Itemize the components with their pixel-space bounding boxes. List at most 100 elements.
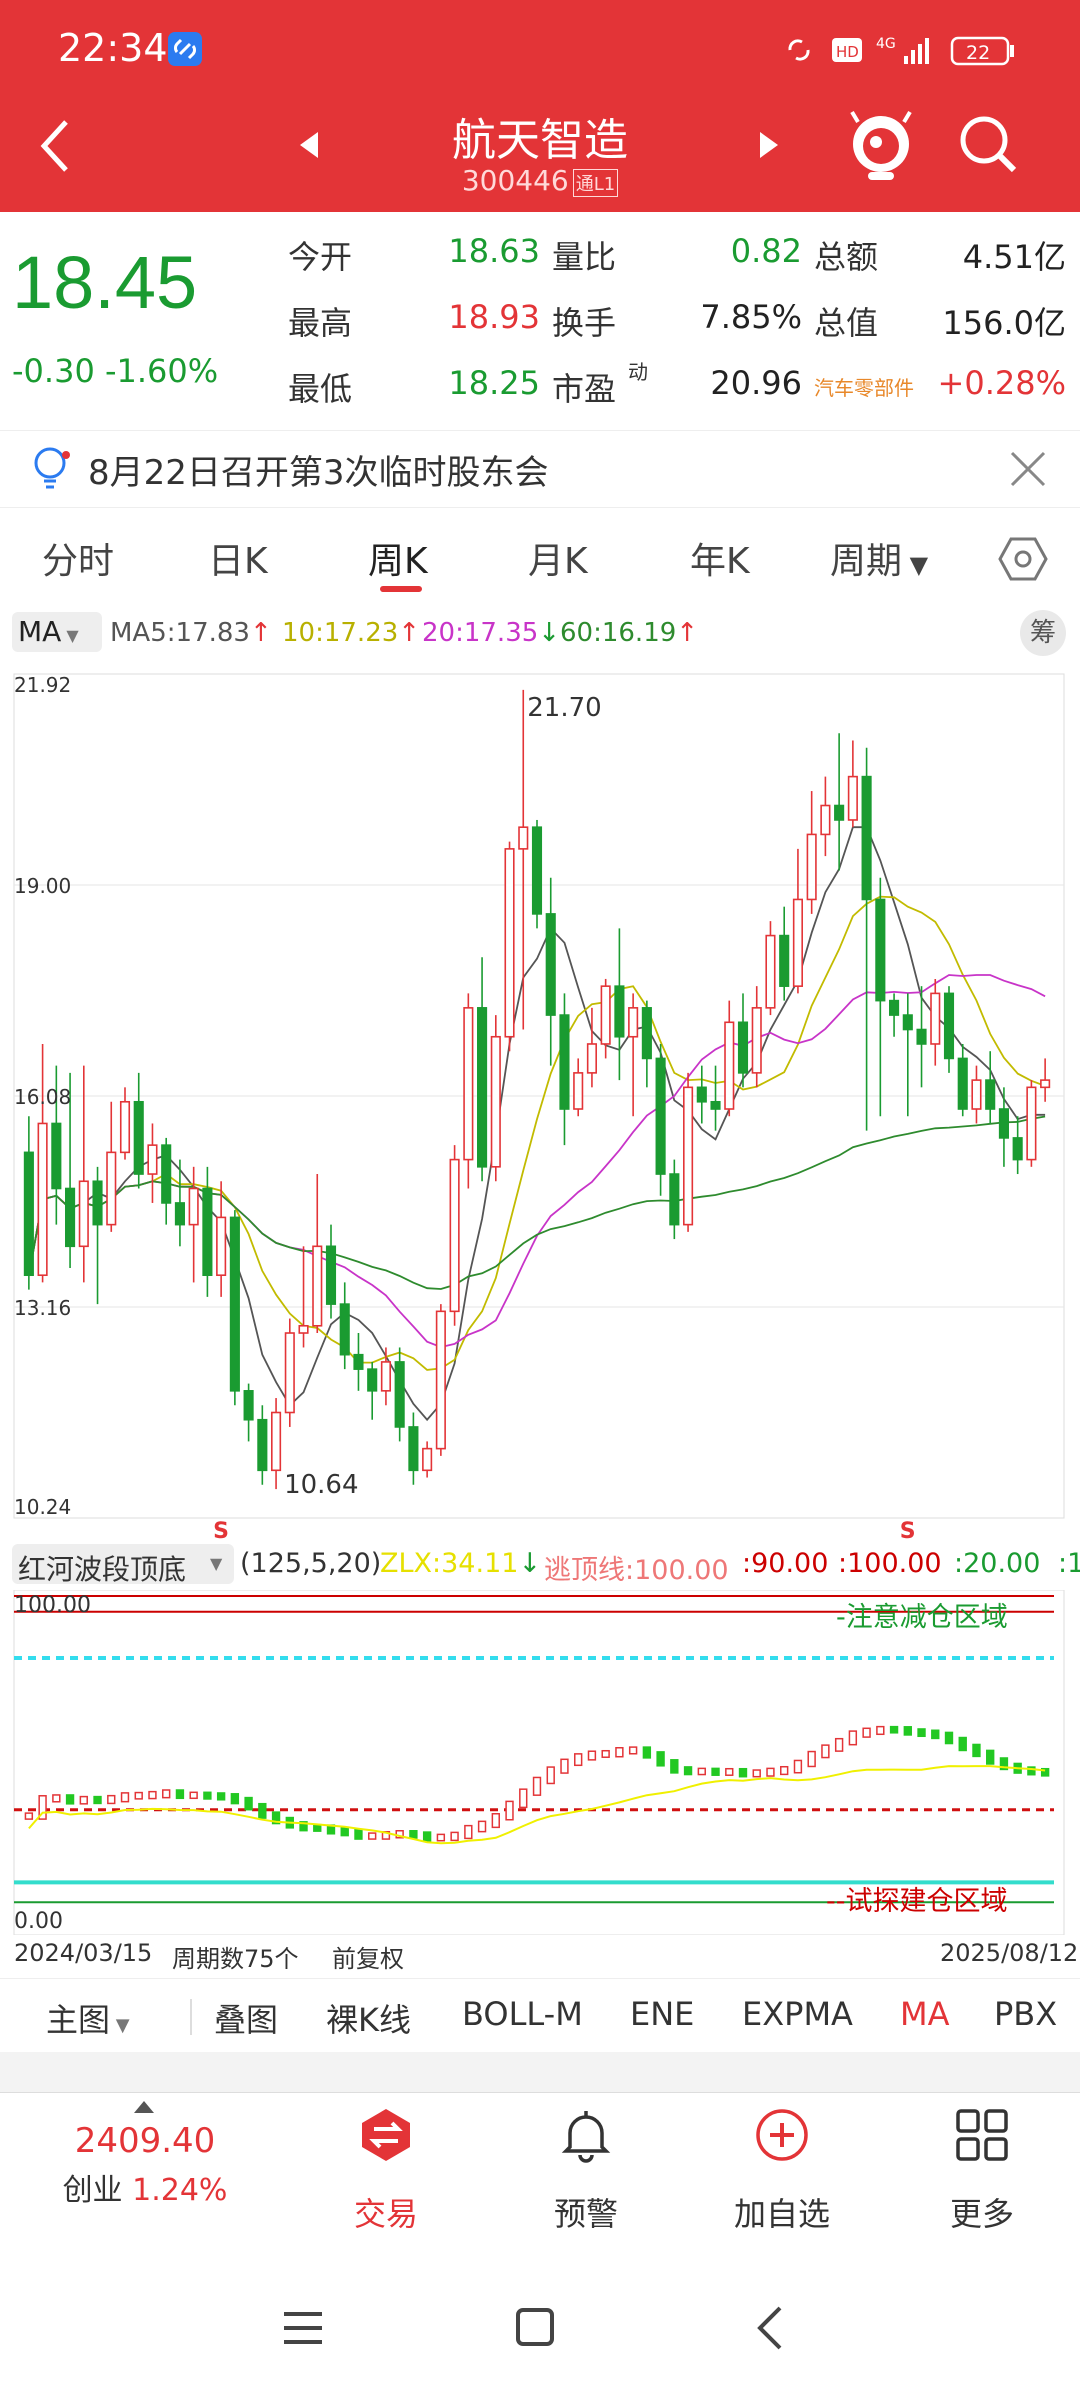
candle bbox=[806, 791, 817, 914]
candle-body bbox=[298, 1324, 309, 1334]
next-stock-icon[interactable] bbox=[756, 128, 782, 162]
sub-bar bbox=[780, 1765, 789, 1776]
sub-indicator-selector[interactable]: 红河波段顶底 ▼ bbox=[12, 1544, 234, 1586]
sub-bar bbox=[299, 1821, 308, 1832]
sub-chart-lines bbox=[13, 1590, 1065, 1935]
nav-more[interactable]: 更多 bbox=[902, 2093, 1062, 2253]
candle-body bbox=[202, 1187, 213, 1277]
indicator-overlay[interactable]: 叠图 bbox=[214, 2001, 279, 2039]
volume-ratio-label: 量比 bbox=[552, 238, 617, 276]
search-icon[interactable] bbox=[956, 112, 1020, 180]
candle bbox=[518, 689, 529, 1030]
chip-distribution-button[interactable]: 筹 bbox=[1020, 610, 1066, 656]
tab-intraday[interactable]: 分时 bbox=[42, 541, 115, 582]
indicator-pbx[interactable]: PBX bbox=[994, 1995, 1058, 2033]
candle bbox=[820, 776, 831, 857]
prev-stock-icon[interactable] bbox=[296, 128, 322, 162]
candle bbox=[449, 1145, 460, 1326]
sub-bar bbox=[203, 1791, 212, 1800]
tab-monthly-k[interactable]: 月K bbox=[528, 541, 588, 582]
candle-body bbox=[147, 1144, 158, 1175]
turnover-value: 7.85% bbox=[700, 298, 802, 336]
main-chart-selector[interactable]: 主图 ▼ bbox=[46, 2001, 130, 2039]
sub-bar bbox=[615, 1747, 624, 1758]
candle-body bbox=[367, 1368, 378, 1392]
nav-add-watchlist-label: 加自选 bbox=[733, 2195, 830, 2233]
candle-body bbox=[339, 1303, 350, 1356]
sub-frame bbox=[13, 1590, 1065, 1935]
candle-body bbox=[779, 934, 790, 987]
sub-bar bbox=[574, 1753, 583, 1767]
settings-hexagon-icon[interactable] bbox=[998, 534, 1048, 584]
mascot-icon[interactable] bbox=[846, 108, 916, 184]
start-date: 2024/03/15 bbox=[14, 1939, 153, 1967]
index-quote[interactable]: 2409.40 创业 1.24% bbox=[40, 2121, 250, 2209]
tab-yearly-k[interactable]: 年K bbox=[690, 541, 750, 582]
candle bbox=[174, 1159, 185, 1247]
candle bbox=[889, 993, 900, 1037]
candle-body bbox=[65, 1187, 76, 1248]
s-signal-mark: S bbox=[213, 1519, 229, 1540]
candle-body bbox=[875, 898, 886, 1002]
indicator-ene[interactable]: ENE bbox=[630, 1995, 695, 2033]
home-icon[interactable] bbox=[514, 2306, 558, 2350]
caret-up-icon bbox=[134, 2101, 154, 2113]
tab-daily-k[interactable]: 日K bbox=[208, 541, 268, 582]
sub-bar bbox=[1040, 1767, 1050, 1777]
sub-indicator-header: 红河波段顶底 ▼ (125,5,20) ZLX:34.11↓ 逃顶线:100.0… bbox=[0, 1540, 1080, 1590]
indicator-ma[interactable]: MA bbox=[900, 1995, 950, 2033]
tab-weekly-k[interactable]: 周K bbox=[368, 541, 428, 582]
candle bbox=[655, 1043, 666, 1196]
sub-bar bbox=[972, 1743, 981, 1758]
sub-bar bbox=[532, 1776, 542, 1796]
sub-bar bbox=[422, 1831, 432, 1842]
adjust-mode[interactable]: 前复权 bbox=[332, 1945, 404, 1973]
candle bbox=[779, 906, 790, 1001]
sub-bar bbox=[656, 1751, 665, 1767]
nav-trade-label: 交易 bbox=[353, 2195, 418, 2233]
indicator-expma[interactable]: EXPMA bbox=[742, 1995, 853, 2033]
stock-name: 航天智造 bbox=[452, 115, 628, 166]
candle-body bbox=[119, 1100, 131, 1154]
candle bbox=[106, 1101, 117, 1232]
candle-body bbox=[449, 1158, 460, 1313]
indicator-boll-m[interactable]: BOLL-M bbox=[462, 1995, 583, 2033]
sub-bar bbox=[683, 1766, 693, 1776]
tab-period[interactable]: 周期 ▼ bbox=[830, 532, 928, 584]
candle-body bbox=[243, 1390, 254, 1421]
sub-bar bbox=[944, 1731, 954, 1745]
bell-icon bbox=[561, 2111, 611, 2163]
sub-bar bbox=[738, 1767, 748, 1778]
notice-bar[interactable]: 8月22日召开第3次临时股东会 bbox=[0, 430, 1080, 508]
index-info: 创业 1.24% bbox=[62, 2173, 228, 2208]
industry-label[interactable]: 汽车零部件 bbox=[814, 376, 914, 400]
sub-bar bbox=[876, 1725, 885, 1736]
ma-selector[interactable]: MA ▼ bbox=[12, 612, 102, 652]
amount-label: 总额 bbox=[814, 238, 879, 276]
chevron-down-icon: ▼ bbox=[902, 551, 929, 579]
nav-add-watchlist[interactable]: 加自选 bbox=[702, 2093, 862, 2253]
sub-bar bbox=[258, 1802, 267, 1819]
candle bbox=[875, 877, 886, 1117]
close-icon[interactable] bbox=[1008, 449, 1048, 489]
candle bbox=[78, 1065, 89, 1283]
nav-trade[interactable]: 交易 bbox=[306, 2093, 466, 2253]
candlestick-chart[interactable]: 21.92 19.00 16.08 13.16 10.24 21.70 10.64 S S bbox=[0, 660, 1080, 1540]
line-90-value: :90.00 bbox=[742, 1548, 829, 1579]
candle bbox=[271, 1398, 282, 1490]
header-bar: 22:34 HD 4G 22 航天智造 300446 通L1 bbox=[0, 0, 1080, 212]
period-tabs: 分时 日K 周K 月K 年K 周期 ▼ bbox=[0, 512, 1080, 604]
nav-alert[interactable]: 预警 bbox=[506, 2093, 666, 2253]
band-indicator-chart[interactable]: 100.00 0.00 -注意减仓区域 --试探建仓区域 bbox=[0, 1590, 1080, 1935]
candle-body bbox=[106, 1151, 117, 1226]
escape-line-value: 逃顶线:100.00 bbox=[544, 1555, 729, 1586]
bottom-nav: 2409.40 创业 1.24% 交易 预警 加自选 更多 bbox=[0, 2092, 1080, 2253]
sub-bar bbox=[436, 1833, 446, 1842]
candle-body bbox=[37, 1122, 48, 1277]
market-cap-label: 总值 bbox=[814, 304, 879, 342]
system-back-icon[interactable] bbox=[752, 2304, 788, 2352]
candle bbox=[531, 819, 543, 929]
menu-icon[interactable] bbox=[280, 2308, 326, 2350]
back-icon[interactable] bbox=[36, 116, 76, 176]
indicator-bare-k[interactable]: 裸K线 bbox=[326, 2001, 411, 2039]
